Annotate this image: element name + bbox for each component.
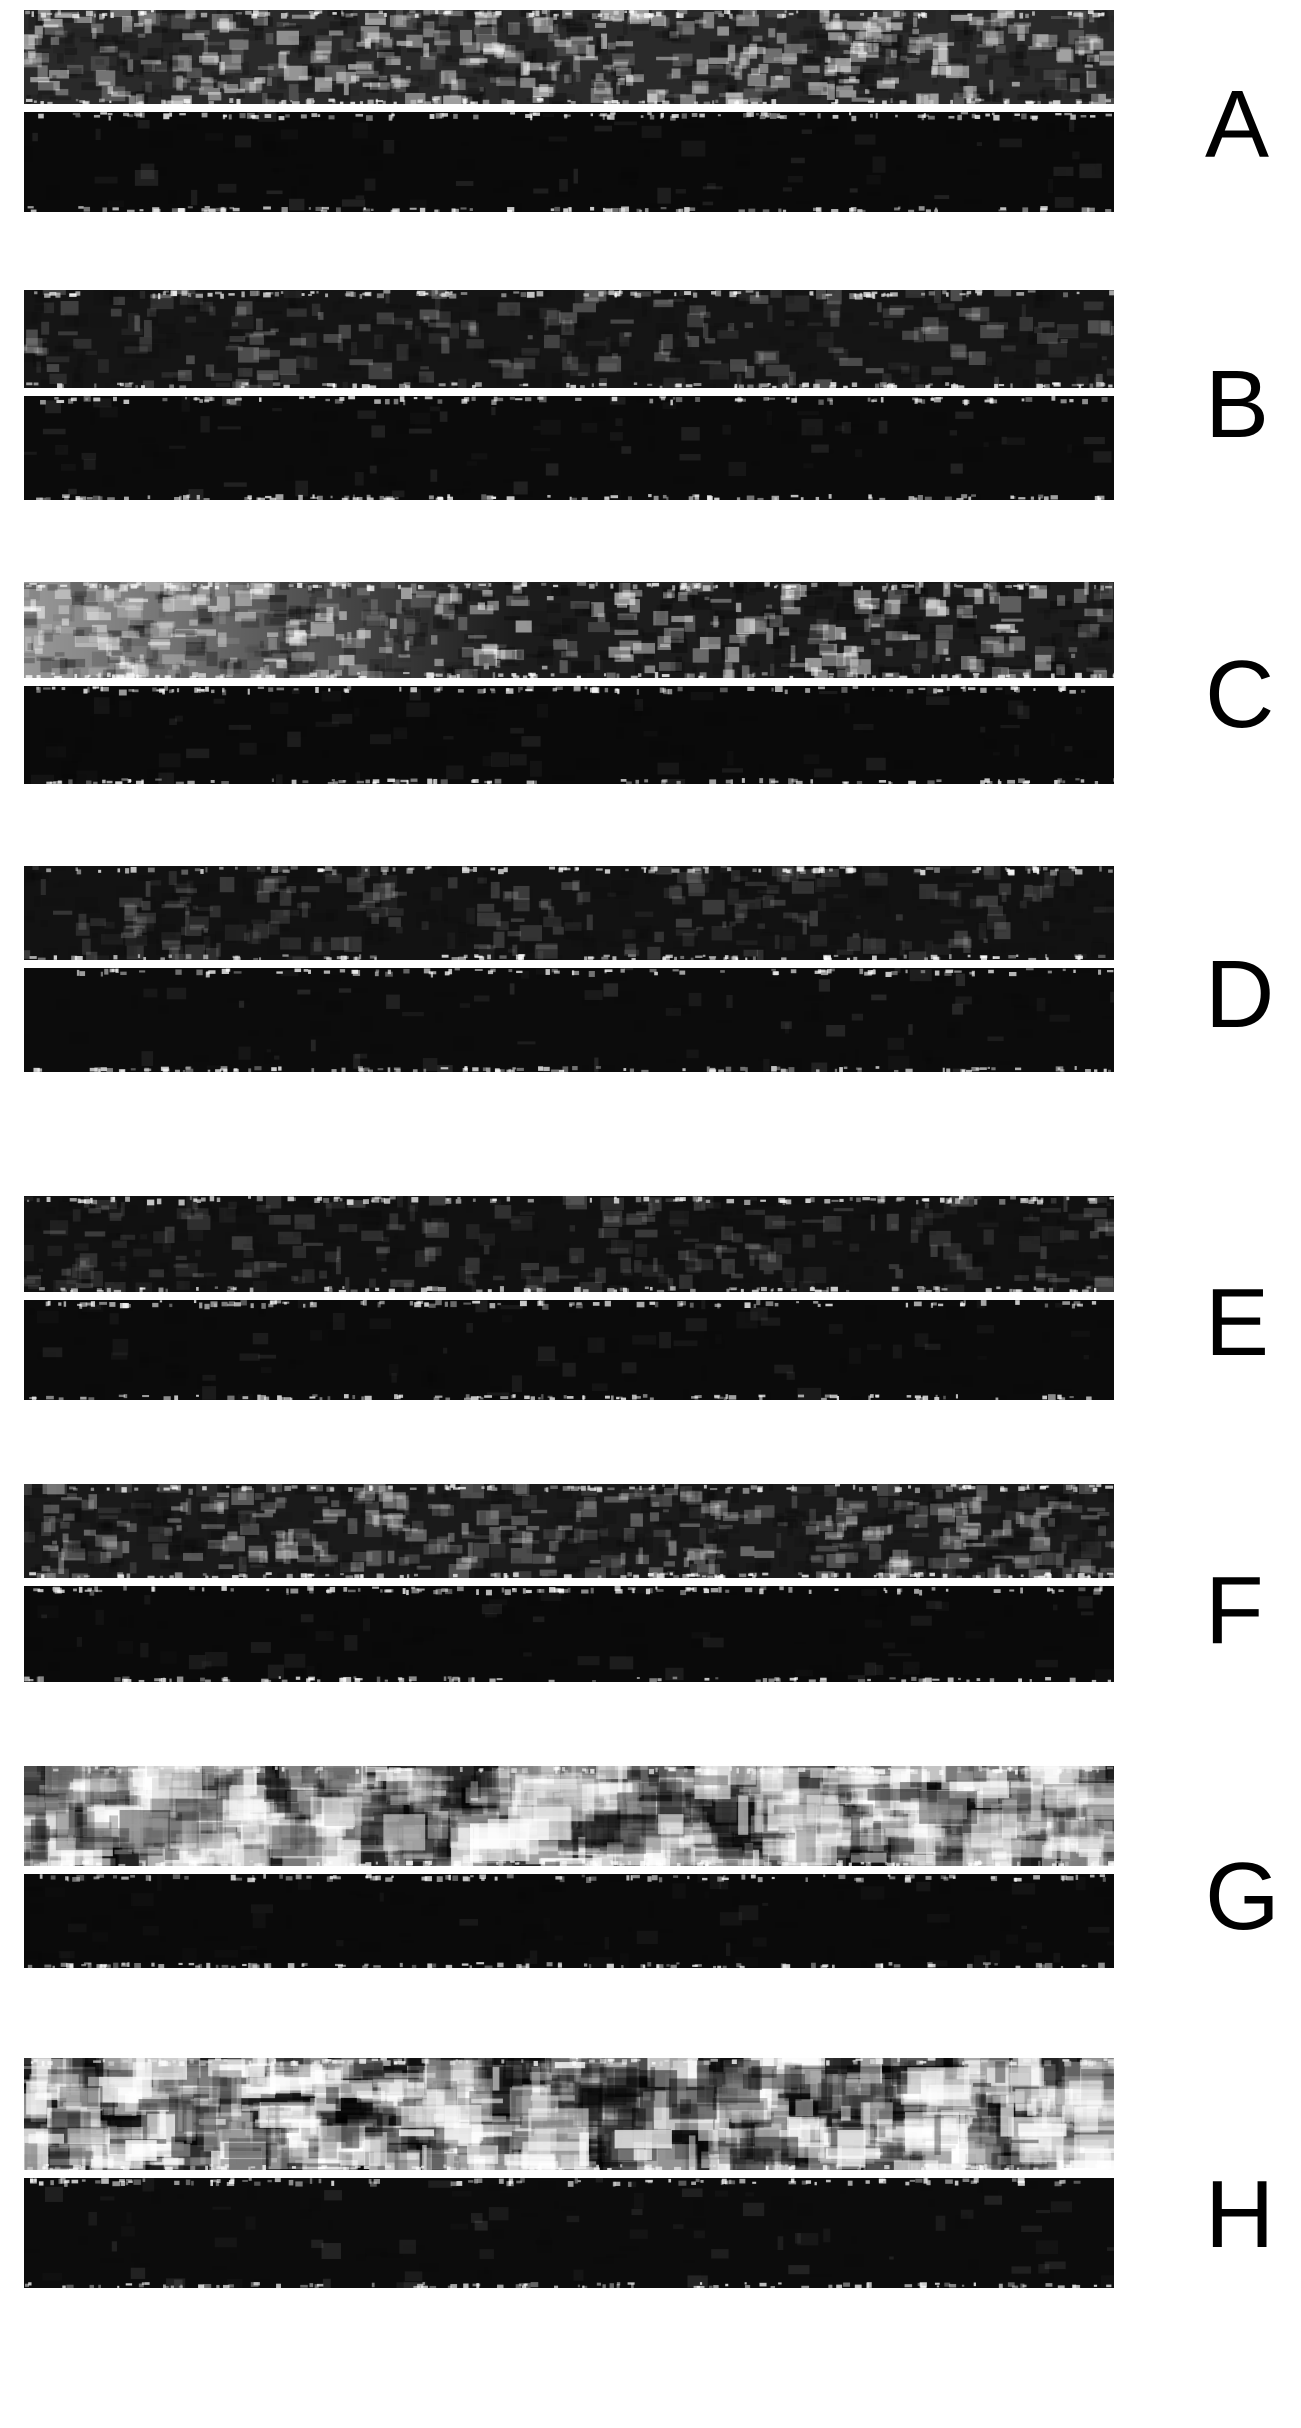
panel-A-band-bottom	[24, 112, 1114, 212]
panel-G-gap	[24, 1866, 1114, 1874]
panel-B-band-bottom	[24, 396, 1114, 500]
panel-H-band-bottom	[24, 2178, 1114, 2288]
panel-E-band-top	[24, 1196, 1114, 1292]
panel-F-gap	[24, 1578, 1114, 1586]
panel-B-band-top	[24, 290, 1114, 388]
label-G: G	[1205, 1842, 1280, 1952]
panel-G-band-top	[24, 1766, 1114, 1866]
panel-E-gap	[24, 1292, 1114, 1300]
panel-C-band-bottom	[24, 686, 1114, 784]
label-H: H	[1205, 2160, 1274, 2270]
panel-H-band-top	[24, 2058, 1114, 2170]
label-A: A	[1205, 70, 1269, 180]
panel-A-band-top	[24, 10, 1114, 104]
panel-B-gap	[24, 388, 1114, 396]
panel-E-band-bottom	[24, 1300, 1114, 1400]
label-C: C	[1205, 640, 1274, 750]
panel-D-gap	[24, 960, 1114, 968]
label-B: B	[1205, 350, 1269, 460]
panel-H-gap	[24, 2170, 1114, 2178]
panel-G-band-bottom	[24, 1874, 1114, 1968]
panel-A-gap	[24, 104, 1114, 112]
panel-E	[24, 1196, 1114, 1400]
panel-H	[24, 2058, 1114, 2288]
panel-F-band-top	[24, 1484, 1114, 1578]
panel-D	[24, 866, 1114, 1072]
panel-B	[24, 290, 1114, 500]
panel-A	[24, 10, 1114, 212]
panel-F	[24, 1484, 1114, 1682]
label-F: F	[1205, 1556, 1264, 1666]
label-E: E	[1205, 1268, 1269, 1378]
panel-C-band-top	[24, 582, 1114, 678]
panel-F-band-bottom	[24, 1586, 1114, 1682]
panel-C	[24, 582, 1114, 784]
panel-D-band-bottom	[24, 968, 1114, 1072]
label-D: D	[1205, 940, 1274, 1050]
panel-G	[24, 1766, 1114, 1968]
panel-D-band-top	[24, 866, 1114, 960]
panel-C-gap	[24, 678, 1114, 686]
